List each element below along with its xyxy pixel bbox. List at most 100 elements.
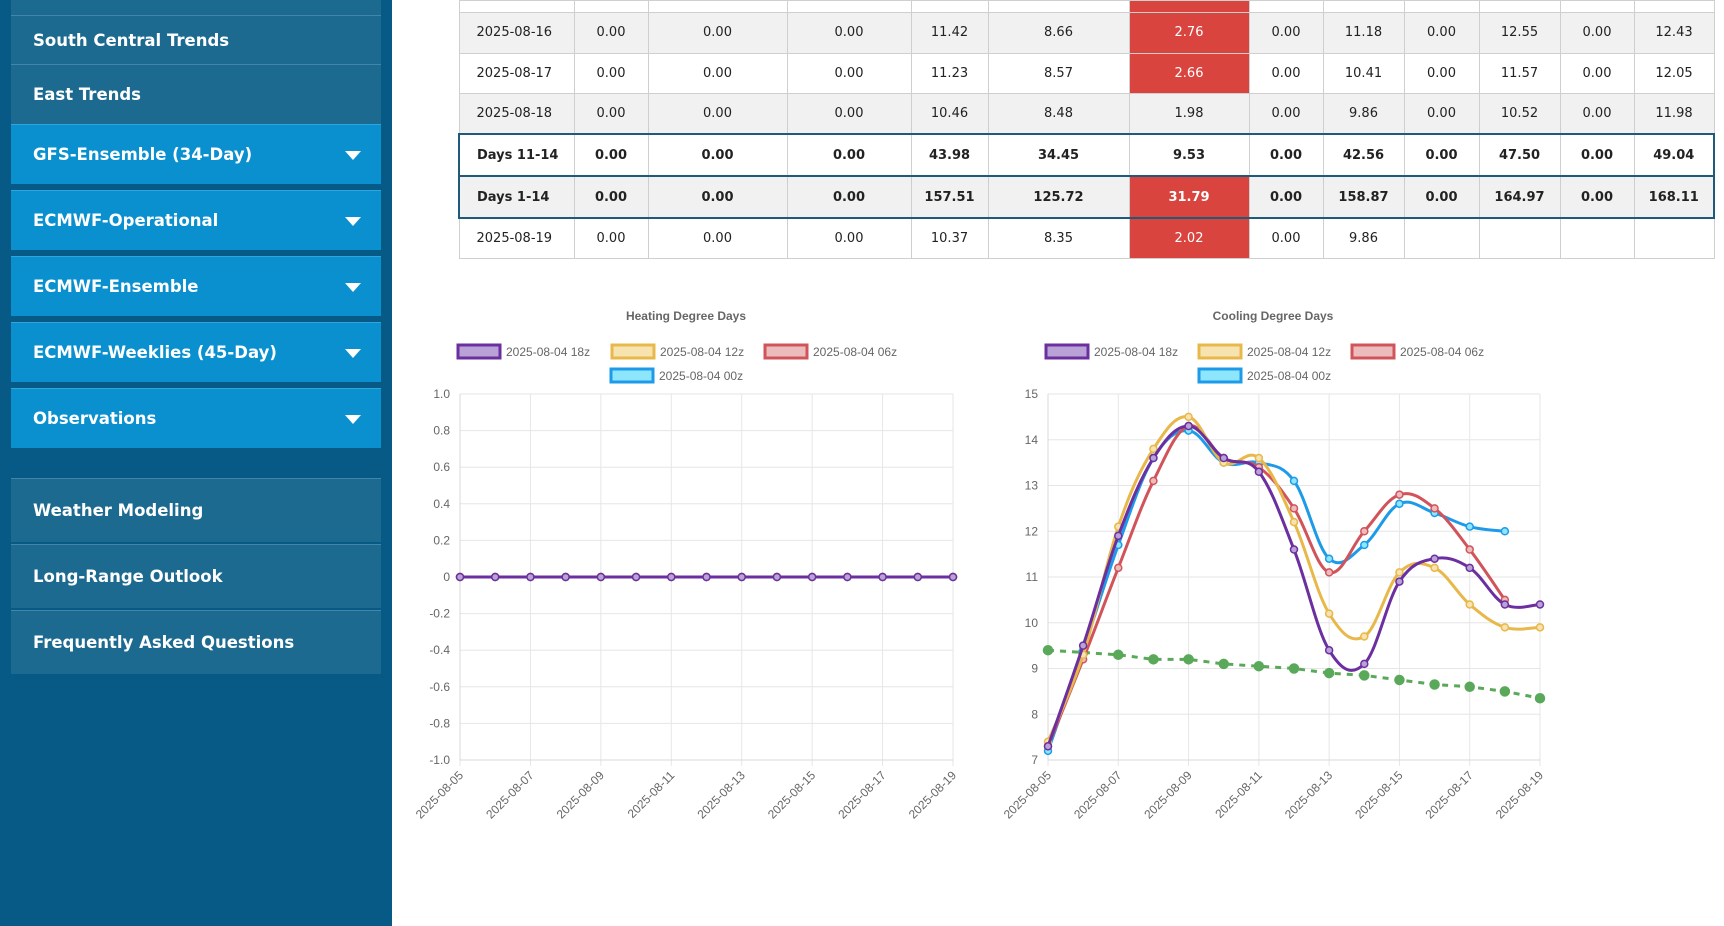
data-point <box>1500 595 1510 605</box>
sidebar-item-label: ECMWF-Ensemble <box>33 277 199 296</box>
table-cell: 0.00 <box>573 12 649 54</box>
row-date-cell: 2025-08-17 <box>458 52 575 94</box>
table-cell: 125.72 <box>987 175 1130 219</box>
data-point <box>631 572 641 582</box>
data-point <box>631 572 641 582</box>
table-cell: 10.41 <box>1322 52 1405 94</box>
data-point <box>561 572 570 582</box>
sidebar-item-label: GFS-Ensemble (34-Day) <box>33 145 253 164</box>
chevron-down-icon[interactable] <box>345 348 361 358</box>
sidebar-item-observations[interactable]: Observations <box>11 388 381 448</box>
data-point <box>1465 563 1474 573</box>
table-cell: 10.46 <box>910 93 989 135</box>
row-date-cell: 2025-08-16 <box>458 12 575 54</box>
series-line <box>1046 415 1541 743</box>
data-point <box>1043 746 1053 756</box>
table-row: 2025-08-17 0.00 0.00 0.00 11.23 8.57 2.66 0.00 1… <box>458 52 1715 94</box>
x-tick-label: 2025-08-17 <box>1423 768 1477 822</box>
table-cell: 157.51 <box>910 175 989 219</box>
table-cell <box>1403 0 1480 13</box>
table-cell: 0.00 <box>786 93 912 135</box>
table-cell <box>910 0 989 13</box>
chevron-down-icon[interactable] <box>345 216 361 226</box>
sidebar-item-label: ECMWF-Weeklies (45-Day) <box>33 343 277 362</box>
data-point <box>1253 660 1265 672</box>
table-cell: 2.66 <box>1128 52 1250 94</box>
sidebar-item-frequently-asked-questions[interactable]: Frequently Asked Questions <box>11 610 381 674</box>
legend-label: 2025-08-04 06z <box>1400 345 1484 359</box>
y-tick-label: -0.4 <box>429 643 450 657</box>
data-point <box>772 572 782 582</box>
data-point <box>807 572 817 582</box>
table-cell: 8.57 <box>987 52 1130 94</box>
data-point <box>1149 444 1158 454</box>
legend-swatch <box>1197 343 1243 360</box>
y-tick-label: 15 <box>1025 387 1039 401</box>
table-cell: 0.00 <box>1403 52 1480 94</box>
x-tick-label: 2025-08-15 <box>1352 768 1406 822</box>
data-point <box>1429 679 1440 690</box>
degree-day-table: 2025-08-16 0.00 0.00 0.00 11.42 8.66 2.76 0.00 1… <box>458 0 1715 259</box>
data-point <box>878 572 887 582</box>
table-cell: 47.50 <box>1478 133 1561 177</box>
x-tick-label: 2025-08-11 <box>625 768 678 821</box>
sidebar-item-clipped[interactable] <box>11 0 381 15</box>
table-cell: 0.00 <box>1248 175 1324 219</box>
sidebar-item-ecmwf-weeklies-45-day[interactable]: ECMWF-Weeklies (45-Day) <box>11 322 381 382</box>
data-point <box>667 572 676 582</box>
table-cell <box>458 0 575 13</box>
y-tick-label: 13 <box>1025 479 1039 493</box>
table-cell: 9.86 <box>1322 217 1405 259</box>
data-point <box>1324 609 1334 618</box>
table-cell: 164.97 <box>1478 175 1561 219</box>
table-summary-row: Days 1-14 0.00 0.00 0.00 157.51 125.72 31.79 0.… <box>458 175 1715 219</box>
data-point <box>1360 540 1369 550</box>
table-cell: 0.00 <box>647 93 788 135</box>
chevron-down-icon[interactable] <box>345 282 361 292</box>
data-point <box>1043 742 1053 751</box>
data-point <box>490 572 500 582</box>
table-cell: 10.52 <box>1478 93 1561 135</box>
heating-degree-days-chart: Heating Degree Days 2025-08-04 18z 2025-08… <box>413 309 960 822</box>
legend-swatch <box>1350 343 1396 360</box>
table-cell: 2.02 <box>1128 217 1250 259</box>
data-point <box>1289 476 1299 486</box>
table-cell: 0.00 <box>1559 175 1635 219</box>
chart-title: Heating Degree Days <box>626 309 746 323</box>
data-point <box>1114 522 1123 531</box>
data-point <box>913 572 923 582</box>
sidebar-item-long-range-outlook[interactable]: Long-Range Outlook <box>11 544 381 608</box>
legend-swatch <box>1044 343 1090 360</box>
sidebar-item-south-central-trends[interactable]: South Central Trends <box>11 15 381 65</box>
y-tick-label: 14 <box>1025 433 1039 447</box>
chevron-down-icon[interactable] <box>345 414 361 424</box>
data-point <box>1395 490 1404 499</box>
table-cell: 0.00 <box>786 12 912 54</box>
table-cell: 0.00 <box>573 52 649 94</box>
y-tick-label: 0.2 <box>433 533 450 547</box>
data-point <box>667 572 676 582</box>
data-point <box>843 572 852 582</box>
data-point <box>455 572 465 582</box>
data-point <box>878 572 887 582</box>
table-cell: 0.00 <box>1248 93 1324 135</box>
data-point <box>1534 692 1546 704</box>
data-point <box>1464 681 1475 693</box>
sidebar-item-gfs-ensemble-34-day[interactable]: GFS-Ensemble (34-Day) <box>11 124 381 184</box>
table-cell: 0.00 <box>786 52 912 94</box>
table-cell: 0.00 <box>573 217 649 259</box>
chevron-down-icon[interactable] <box>345 150 361 160</box>
sidebar-item-ecmwf-operational[interactable]: ECMWF-Operational <box>11 190 381 250</box>
sidebar-item-weather-modeling[interactable]: Weather Modeling <box>11 478 381 542</box>
data-point <box>843 572 852 582</box>
data-point <box>490 572 500 582</box>
data-point <box>1323 667 1335 679</box>
table-cell: 34.45 <box>987 133 1130 177</box>
sidebar-item-east-trends[interactable]: East Trends <box>11 64 381 124</box>
table-cell: 11.23 <box>910 52 989 94</box>
data-point <box>1184 412 1193 422</box>
sidebar-item-label: South Central Trends <box>33 31 230 50</box>
x-tick-label: 2025-08-19 <box>1493 768 1547 822</box>
data-point <box>1360 527 1369 536</box>
sidebar-item-ecmwf-ensemble[interactable]: ECMWF-Ensemble <box>11 256 381 316</box>
